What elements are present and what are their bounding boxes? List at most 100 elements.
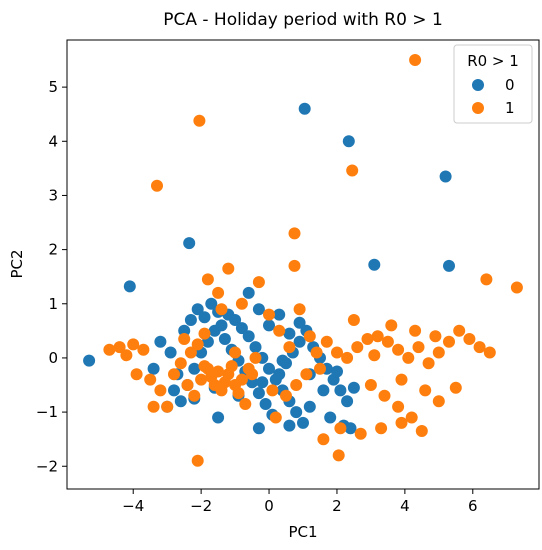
data-point-series-1 [184, 346, 197, 359]
legend: R0 > 1 0 1 [453, 44, 533, 124]
y-tick-label: 5 [48, 78, 58, 96]
y-tick-label: −2 [36, 457, 58, 475]
data-point-series-1 [371, 330, 384, 343]
data-point-series-1 [480, 273, 493, 286]
data-point-series-1 [473, 341, 486, 354]
data-point-series-1 [232, 387, 245, 400]
data-point-series-1 [320, 335, 333, 348]
data-point-series-1 [429, 330, 442, 343]
data-point-series-0 [178, 324, 191, 337]
x-axis-label: PC1 [288, 523, 317, 541]
data-point-series-0 [218, 333, 231, 345]
data-point-series-1 [378, 389, 391, 402]
data-point-series-1 [463, 333, 476, 345]
data-point-series-1 [188, 389, 201, 402]
data-point-series-0 [188, 362, 201, 375]
x-tick-label: 2 [332, 497, 342, 515]
data-point-series-1 [113, 341, 126, 354]
data-point-series-0 [215, 319, 228, 332]
y-axis-ticks: −2 −1 0 1 2 3 4 5 [36, 78, 67, 475]
x-tick-label: 0 [264, 497, 274, 515]
data-point-series-0 [205, 297, 218, 310]
data-point-series-0 [317, 384, 330, 397]
data-point-series-1 [193, 114, 206, 127]
data-point-series-0 [183, 237, 196, 250]
data-point-series-1 [395, 373, 408, 386]
data-point-series-0 [341, 395, 354, 408]
data-point-series-0 [283, 419, 296, 432]
data-point-series-0 [263, 362, 275, 375]
data-point-series-1 [273, 324, 286, 337]
data-point-series-1 [195, 373, 208, 386]
data-point-series-1 [222, 262, 235, 275]
data-point-series-1 [443, 335, 455, 348]
data-point-series-1 [198, 327, 211, 340]
data-point-series-1 [249, 351, 262, 364]
data-point-series-1 [303, 330, 316, 343]
data-point-series-1 [409, 324, 422, 337]
data-point-series-0 [123, 280, 136, 293]
data-point-series-0 [439, 170, 452, 183]
data-point-series-1 [300, 368, 313, 381]
data-point-series-1 [331, 346, 343, 359]
data-point-series-1 [198, 360, 211, 373]
data-point-series-0 [276, 354, 289, 367]
data-point-series-0 [147, 362, 160, 375]
data-point-series-1 [346, 164, 359, 177]
data-point-series-1 [212, 365, 225, 378]
data-point-series-1 [375, 422, 388, 435]
data-point-series-1 [235, 297, 248, 310]
legend-marker-0 [472, 79, 484, 91]
data-point-series-0 [273, 308, 286, 321]
data-point-series-1 [483, 346, 496, 359]
x-tick-label: 6 [468, 497, 478, 515]
data-point-series-1 [449, 381, 462, 394]
data-point-series-1 [269, 411, 282, 424]
data-point-series-1 [395, 416, 408, 429]
chart-title: PCA - Holiday period with R0 > 1 [163, 10, 443, 30]
data-point-series-1 [151, 179, 163, 192]
data-point-series-0 [235, 322, 248, 335]
data-point-series-0 [229, 314, 242, 326]
data-point-series-0 [252, 303, 265, 316]
data-point-series-1 [191, 338, 204, 351]
data-point-series-0 [324, 411, 337, 424]
data-point-series-1 [103, 343, 116, 356]
data-point-series-0 [174, 395, 187, 408]
data-point-series-1 [127, 338, 140, 351]
data-point-series-1 [174, 357, 187, 370]
data-point-series-1 [432, 395, 445, 408]
data-point-series-0 [293, 335, 306, 348]
data-point-series-1 [252, 276, 265, 289]
data-point-series-0 [297, 416, 309, 429]
y-tick-label: −1 [36, 403, 58, 421]
data-point-series-0 [263, 319, 275, 332]
data-point-series-1 [283, 341, 296, 354]
data-point-series-1 [314, 362, 326, 375]
data-point-series-1 [201, 273, 214, 286]
data-point-series-0 [154, 335, 167, 348]
data-point-series-1 [385, 319, 398, 332]
x-tick-label: −2 [190, 497, 212, 515]
data-point-series-1 [154, 384, 167, 397]
data-point-series-1 [368, 349, 381, 362]
data-point-series-1 [293, 303, 306, 316]
data-point-series-1 [147, 400, 160, 413]
legend-title: R0 > 1 [467, 52, 519, 70]
data-point-series-1 [181, 379, 194, 391]
data-point-series-1 [215, 303, 228, 316]
data-point-series-1 [361, 333, 374, 345]
data-point-series-0 [212, 411, 225, 424]
x-tick-label: 4 [400, 497, 410, 515]
data-point-series-0 [198, 311, 211, 324]
y-axis-label: PC2 [8, 249, 26, 278]
data-point-series-1 [432, 346, 445, 359]
data-point-series-0 [342, 135, 355, 148]
data-point-series-0 [249, 341, 262, 354]
data-point-series-0 [303, 400, 316, 413]
x-tick-label: −4 [122, 497, 144, 515]
data-point-series-0 [273, 368, 286, 381]
data-point-series-1 [218, 376, 231, 389]
data-point-series-0 [290, 406, 303, 419]
